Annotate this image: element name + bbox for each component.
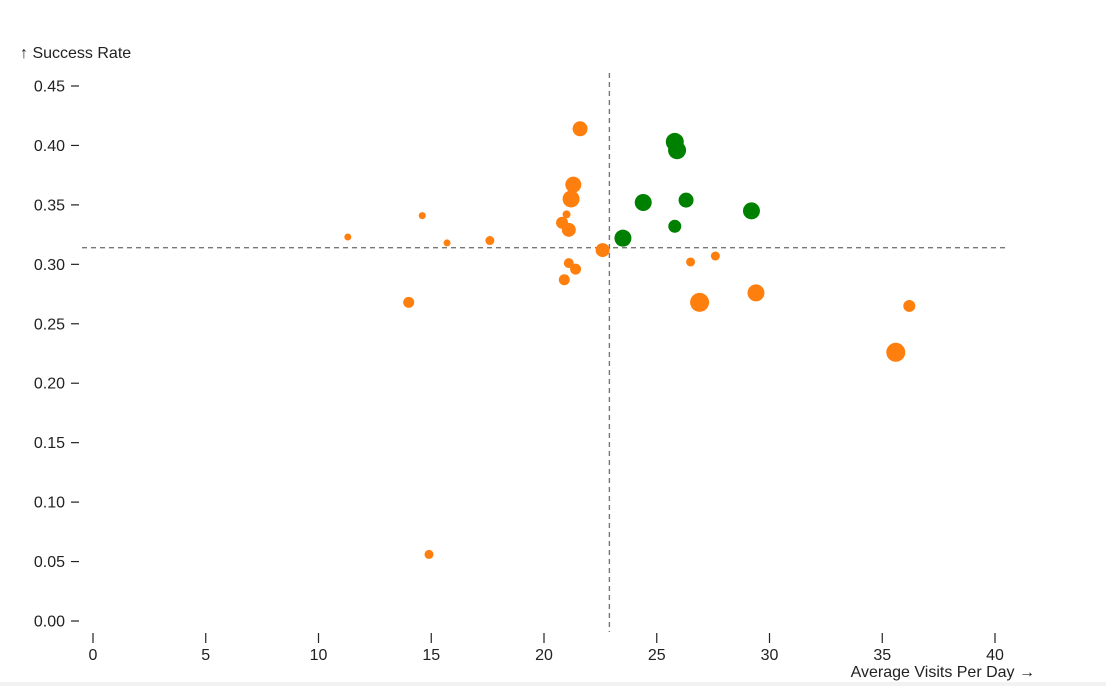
x-tick-label: 5 <box>201 647 210 664</box>
data-point-orange <box>403 296 415 308</box>
y-tick-label: 0.25 <box>34 316 65 333</box>
y-tick-label: 0.35 <box>34 197 65 214</box>
y-tick-label: 0.15 <box>34 435 65 452</box>
x-tick-label: 10 <box>310 647 328 664</box>
y-axis: 0.00 0.05 0.10 0.15 0.20 0.25 0.30 0.35 0.40 0.45 <box>34 79 79 631</box>
y-tick-label: 0.30 <box>34 257 65 274</box>
data-point-orange <box>558 274 570 286</box>
data-point-orange <box>561 222 576 237</box>
data-point-orange <box>570 263 582 275</box>
data-point-orange <box>344 233 352 241</box>
data-point-green <box>678 192 694 208</box>
data-point-orange <box>418 212 426 220</box>
y-tick-label: 0.20 <box>34 376 65 393</box>
data-point-green <box>668 141 687 160</box>
x-tick-label: 25 <box>648 647 666 664</box>
data-point-orange <box>572 121 588 137</box>
y-axis-title: ↑ Success Rate <box>20 45 131 62</box>
data-point-orange <box>686 257 696 267</box>
y-tick-label: 0.05 <box>34 554 65 571</box>
x-tick-label: 40 <box>986 647 1004 664</box>
data-point-orange <box>690 292 710 312</box>
data-point-green <box>634 194 652 212</box>
data-point-orange <box>710 251 720 261</box>
x-axis-title: Average Visits Per Day → <box>851 664 1035 681</box>
data-point-orange <box>562 210 571 219</box>
x-tick-label: 35 <box>873 647 891 664</box>
y-tick-label: 0.10 <box>34 495 65 512</box>
data-point-orange <box>485 236 495 246</box>
x-tick-label: 15 <box>422 647 440 664</box>
reference-lines <box>82 73 1008 632</box>
data-point-green <box>614 229 632 247</box>
y-tick-label: 0.45 <box>34 79 65 96</box>
data-point-orange <box>562 190 580 208</box>
data-point-orange <box>886 342 906 362</box>
y-tick-label: 0.00 <box>34 614 65 631</box>
bottom-scroll-strip <box>0 682 1106 686</box>
data-point-green <box>742 202 760 220</box>
data-point-orange <box>747 284 765 302</box>
x-axis: 0 5 10 15 20 25 30 35 40 <box>89 633 1004 664</box>
x-tick-label: 30 <box>761 647 779 664</box>
x-tick-label: 20 <box>535 647 553 664</box>
data-point-orange <box>903 299 916 312</box>
data-point-orange <box>565 176 582 193</box>
data-point-green <box>668 219 682 233</box>
data-point-orange <box>424 549 434 559</box>
y-tick-label: 0.40 <box>34 138 65 155</box>
data-point-orange <box>595 243 610 258</box>
x-tick-label: 0 <box>89 647 98 664</box>
data-points <box>344 121 916 559</box>
data-point-orange <box>443 239 451 247</box>
